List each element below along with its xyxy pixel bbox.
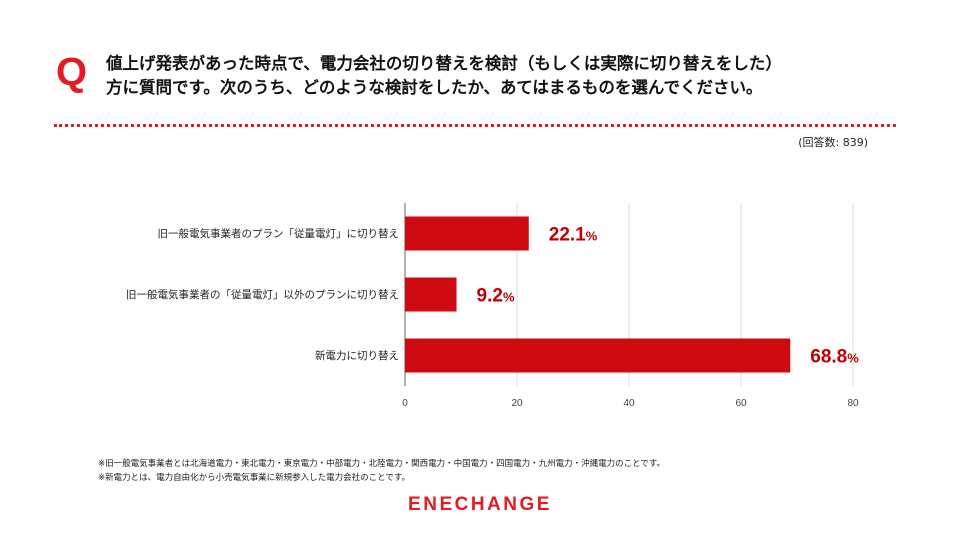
x-tick-label: 20 — [511, 398, 523, 409]
category-label: 旧一般電気事業者のプラン「従量電灯」に切り替え — [158, 227, 400, 240]
footnotes: ※旧一般電気事業者とは北海道電力・東北電力・東京電力・中部電力・北陸電力・関西電… — [98, 457, 665, 485]
x-tick-label: 0 — [402, 398, 408, 409]
bar — [405, 338, 791, 373]
x-tick-label: 80 — [847, 398, 859, 409]
value-label: 9.2% — [477, 286, 515, 307]
category-label: 新電力に切り替え — [315, 349, 399, 362]
value-label: 68.8% — [810, 347, 859, 368]
value-label: 22.1% — [549, 225, 598, 246]
enechange-logo: ENECHANGE — [408, 494, 552, 515]
respondent-count: (回答数: 839) — [798, 136, 868, 149]
footnote-2: ※新電力とは、電力自由化から小売電気事業に新規参入した電力会社のことです。 — [98, 473, 411, 483]
footnote-1: ※旧一般電気事業者とは北海道電力・東北電力・東京電力・中部電力・北陸電力・関西電… — [98, 459, 666, 469]
bar — [405, 216, 529, 251]
x-tick-label: 60 — [735, 398, 747, 409]
question-text: 値上げ発表があった時点で、電力会社の切り替えを検討（もしくは実際に切り替えをした… — [106, 52, 926, 100]
bar — [405, 277, 457, 312]
question-mark: Q — [56, 50, 88, 94]
x-tick-label: 40 — [623, 398, 635, 409]
question-line-1: 値上げ発表があった時点で、電力会社の切り替えを検討（もしくは実際に切り替えをした… — [106, 54, 782, 73]
question-line-2: 方に質問です。次のうち、どのような検討をしたか、あてはまるものを選んでください。 — [106, 78, 763, 97]
dotted-divider — [54, 124, 896, 127]
category-label: 旧一般電気事業者の「従量電灯」以外のプランに切り替え — [126, 288, 399, 301]
